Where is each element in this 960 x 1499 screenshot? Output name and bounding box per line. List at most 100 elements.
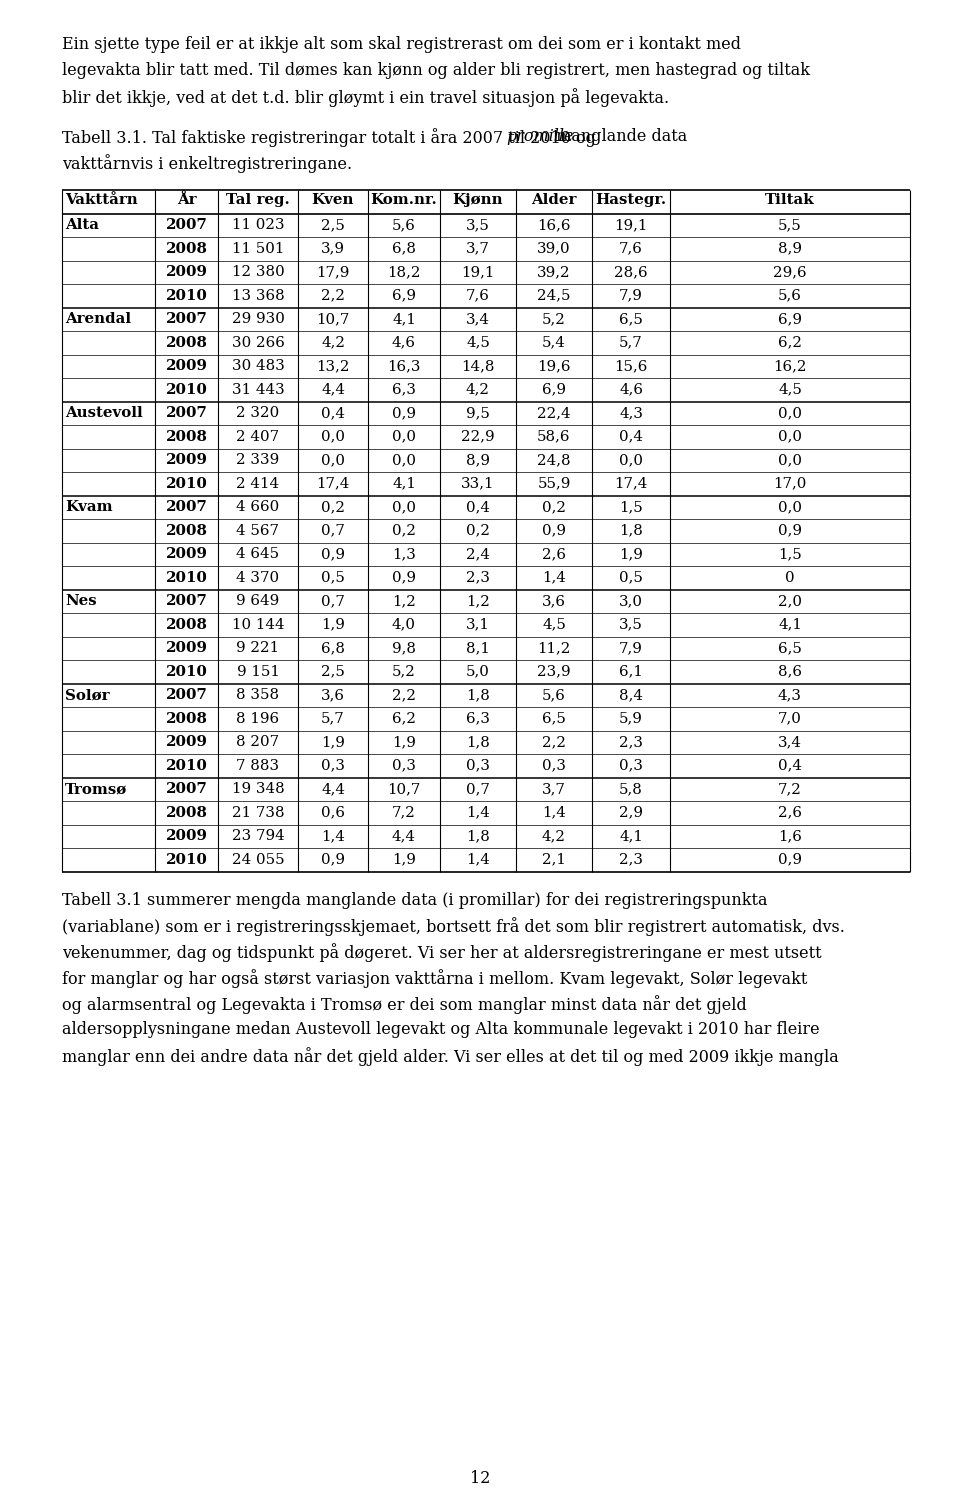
Text: 2,3: 2,3 (466, 571, 490, 585)
Text: 2010: 2010 (165, 664, 207, 679)
Text: 6,5: 6,5 (619, 312, 643, 327)
Text: 3,4: 3,4 (466, 312, 490, 327)
Text: 11,2: 11,2 (538, 642, 570, 655)
Text: 22,4: 22,4 (538, 406, 571, 420)
Text: 4,4: 4,4 (392, 829, 416, 844)
Text: 17,0: 17,0 (774, 477, 806, 490)
Text: 2008: 2008 (165, 241, 207, 256)
Text: 24,8: 24,8 (538, 453, 571, 468)
Text: 2,9: 2,9 (619, 806, 643, 820)
Text: 5,0: 5,0 (466, 664, 490, 679)
Text: 4,2: 4,2 (466, 382, 490, 397)
Text: 0,0: 0,0 (778, 430, 802, 444)
Text: blir det ikkje, ved at det t.d. blir gløymt i ein travel situasjon på legevakta.: blir det ikkje, ved at det t.d. blir glø… (62, 88, 669, 106)
Text: 7,9: 7,9 (619, 289, 643, 303)
Text: Solør: Solør (65, 688, 109, 702)
Text: 1,2: 1,2 (392, 594, 416, 609)
Text: og alarmsentral og Legevakta i Tromsø er dei som manglar minst data når det gjel: og alarmsentral og Legevakta i Tromsø er… (62, 995, 747, 1015)
Text: 4,1: 4,1 (619, 829, 643, 844)
Text: 4,0: 4,0 (392, 618, 416, 631)
Text: 0,9: 0,9 (778, 853, 802, 866)
Text: 6,9: 6,9 (542, 382, 566, 397)
Text: 7,9: 7,9 (619, 642, 643, 655)
Text: 31 443: 31 443 (231, 382, 284, 397)
Text: 8,9: 8,9 (466, 453, 490, 468)
Text: 19,1: 19,1 (614, 219, 648, 232)
Text: 0,0: 0,0 (321, 430, 345, 444)
Text: 4,5: 4,5 (466, 336, 490, 349)
Text: 23 794: 23 794 (231, 829, 284, 844)
Text: 18,2: 18,2 (387, 265, 420, 279)
Text: 6,2: 6,2 (392, 712, 416, 726)
Text: 0,9: 0,9 (542, 523, 566, 538)
Text: 2,6: 2,6 (778, 806, 802, 820)
Text: 3,7: 3,7 (466, 241, 490, 256)
Text: 1,4: 1,4 (466, 853, 490, 866)
Text: 4,1: 4,1 (778, 618, 802, 631)
Text: 2007: 2007 (165, 782, 207, 796)
Text: 1,2: 1,2 (466, 594, 490, 609)
Text: 2 339: 2 339 (236, 453, 279, 468)
Text: 5,8: 5,8 (619, 782, 643, 796)
Text: 11 023: 11 023 (231, 219, 284, 232)
Text: 4,4: 4,4 (321, 782, 345, 796)
Text: 0,3: 0,3 (542, 758, 566, 773)
Text: 4,2: 4,2 (542, 829, 566, 844)
Text: 16,2: 16,2 (773, 360, 806, 373)
Text: 0,2: 0,2 (542, 501, 566, 514)
Text: 2,2: 2,2 (542, 735, 566, 750)
Text: 33,1: 33,1 (461, 477, 494, 490)
Text: 0,0: 0,0 (778, 453, 802, 468)
Text: 2,3: 2,3 (619, 853, 643, 866)
Text: 13,2: 13,2 (316, 360, 349, 373)
Text: 2010: 2010 (165, 477, 207, 490)
Text: 6,3: 6,3 (466, 712, 490, 726)
Text: 4,1: 4,1 (392, 477, 416, 490)
Text: 1,8: 1,8 (619, 523, 643, 538)
Text: Arendal: Arendal (65, 312, 132, 327)
Text: 5,6: 5,6 (392, 219, 416, 232)
Text: 3,4: 3,4 (778, 735, 802, 750)
Text: 2009: 2009 (165, 547, 207, 561)
Text: Vakttårn: Vakttårn (65, 193, 137, 207)
Text: 2010: 2010 (165, 571, 207, 585)
Text: 2010: 2010 (165, 853, 207, 866)
Text: 3,5: 3,5 (619, 618, 643, 631)
Text: 1,6: 1,6 (778, 829, 802, 844)
Text: 3,1: 3,1 (466, 618, 490, 631)
Text: 4,1: 4,1 (392, 312, 416, 327)
Text: 3,7: 3,7 (542, 782, 566, 796)
Text: 4 370: 4 370 (236, 571, 279, 585)
Text: 17,4: 17,4 (316, 477, 349, 490)
Text: Kjønn: Kjønn (453, 193, 503, 207)
Text: 7,2: 7,2 (778, 782, 802, 796)
Text: 22,9: 22,9 (461, 430, 494, 444)
Text: 1,9: 1,9 (321, 618, 345, 631)
Text: Tabell 3.1 summerer mengda manglande data (i promillar) for dei registreringspun: Tabell 3.1 summerer mengda manglande dat… (62, 892, 767, 908)
Text: 2007: 2007 (165, 219, 207, 232)
Text: 3,9: 3,9 (321, 241, 345, 256)
Text: 0,6: 0,6 (321, 806, 345, 820)
Text: 2008: 2008 (165, 712, 207, 726)
Text: 7 883: 7 883 (236, 758, 279, 773)
Text: 2009: 2009 (165, 642, 207, 655)
Text: 2,5: 2,5 (321, 219, 345, 232)
Text: 7,0: 7,0 (778, 712, 802, 726)
Text: 1,9: 1,9 (392, 735, 416, 750)
Text: 1,5: 1,5 (619, 501, 643, 514)
Text: 2007: 2007 (165, 501, 207, 514)
Text: 2,3: 2,3 (619, 735, 643, 750)
Text: 0,3: 0,3 (466, 758, 490, 773)
Text: 2010: 2010 (165, 382, 207, 397)
Text: 0,9: 0,9 (778, 523, 802, 538)
Text: 0,9: 0,9 (392, 406, 416, 420)
Text: 8 207: 8 207 (236, 735, 279, 750)
Text: 0,9: 0,9 (321, 853, 345, 866)
Text: 0,0: 0,0 (392, 430, 416, 444)
Text: 2008: 2008 (165, 430, 207, 444)
Text: 2009: 2009 (165, 265, 207, 279)
Text: 10,7: 10,7 (316, 312, 349, 327)
Text: Alta: Alta (65, 219, 99, 232)
Text: 2010: 2010 (165, 289, 207, 303)
Text: 9,8: 9,8 (392, 642, 416, 655)
